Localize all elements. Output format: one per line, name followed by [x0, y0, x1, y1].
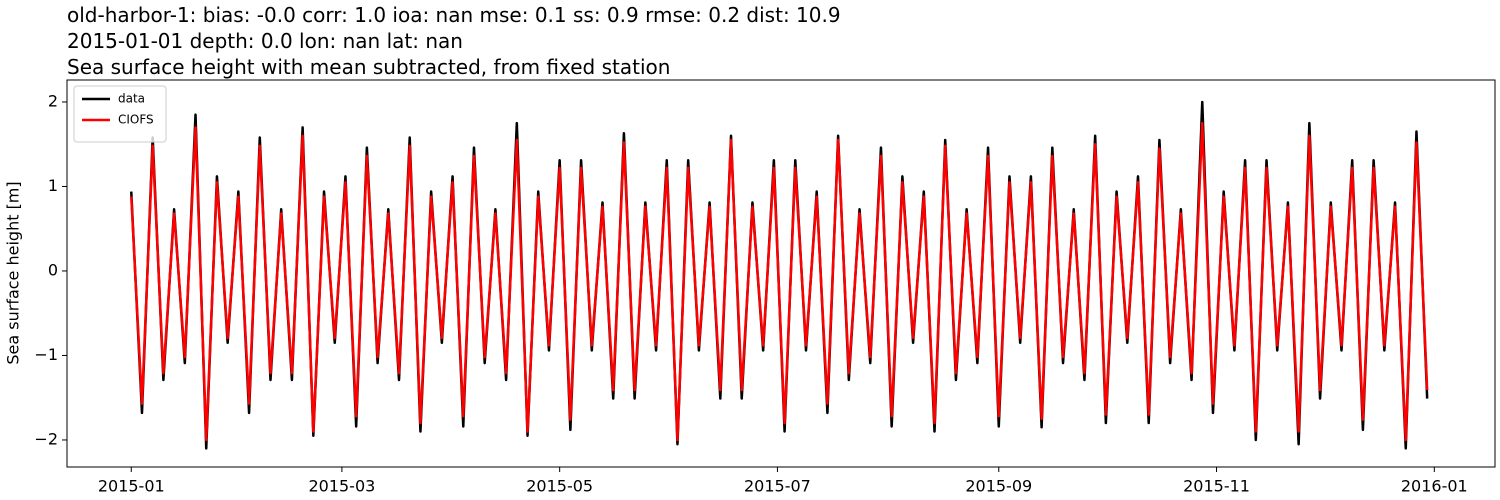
y-tick-label: −2 — [34, 429, 58, 448]
x-tick-label: 2015-07 — [744, 477, 811, 496]
x-tick-label: 2016-01 — [1401, 477, 1468, 496]
plot-frame — [66, 79, 1496, 468]
title-line: 2015-01-01 depth: 0.0 lon: nan lat: nan — [67, 29, 463, 53]
y-tick-label: 0 — [48, 260, 58, 279]
y-tick-label: 2 — [48, 91, 58, 110]
y-axis-label: Sea surface height [m] — [4, 181, 23, 364]
x-tick-label: 2015-05 — [526, 477, 593, 496]
title-line: Sea surface height with mean subtracted,… — [67, 55, 670, 79]
y-tick-label: 1 — [48, 176, 58, 195]
y-tick-label: −1 — [34, 345, 58, 364]
x-tick-label: 2015-03 — [308, 477, 375, 496]
legend-label: data — [118, 92, 145, 106]
legend-label: CIOFS — [118, 113, 154, 127]
title-line: old-harbor-1: bias: -0.0 corr: 1.0 ioa: … — [67, 3, 841, 27]
series-line — [130, 121, 1429, 442]
x-tick-label: 2015-01 — [98, 477, 165, 496]
x-tick-label: 2015-11 — [1183, 477, 1250, 496]
x-tick-label: 2015-09 — [965, 477, 1032, 496]
